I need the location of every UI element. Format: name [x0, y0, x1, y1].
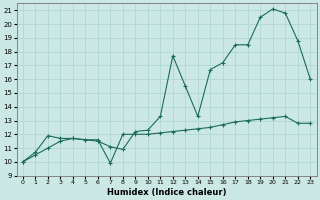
X-axis label: Humidex (Indice chaleur): Humidex (Indice chaleur): [107, 188, 226, 197]
